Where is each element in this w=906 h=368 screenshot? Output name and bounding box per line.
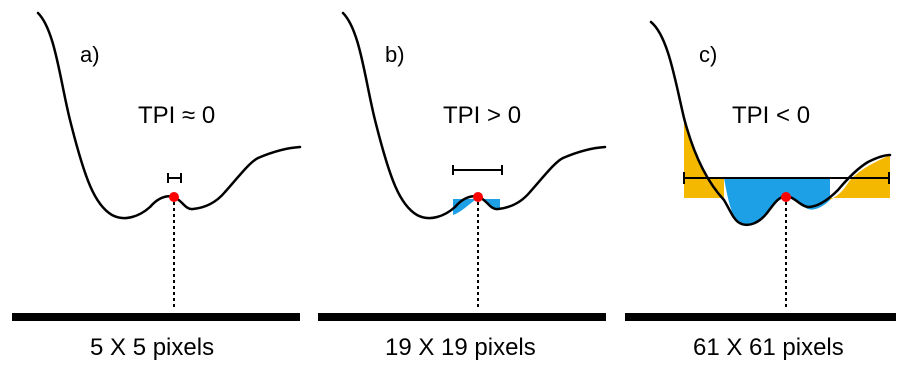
window-size-caption-c: 61 X 61 pixels: [693, 334, 844, 361]
window-size-caption-a: 5 X 5 pixels: [90, 334, 214, 361]
terrain-profile-c: [649, 20, 892, 227]
terrain-profile-a: [36, 11, 302, 220]
panel-label-b: b): [385, 42, 405, 67]
panel-b: b) TPI > 0 19 X 19 pixels: [318, 11, 607, 361]
center-point-c: [781, 192, 791, 202]
tpi-label-c: TPI < 0: [732, 102, 810, 129]
below-area-fill-b: [453, 198, 500, 215]
above-area-fill-c-left: [684, 116, 724, 198]
panel-label-c: c): [699, 42, 717, 67]
panel-c: c) TPI < 0 61 X 61 pixels: [625, 20, 896, 361]
tpi-label-a: TPI ≈ 0: [138, 102, 215, 129]
tpi-label-b: TPI > 0: [443, 102, 521, 129]
center-point-b: [473, 192, 483, 202]
panel-label-a: a): [80, 42, 100, 67]
base-bar-c: [625, 313, 896, 321]
window-size-caption-b: 19 X 19 pixels: [385, 334, 536, 361]
panel-a: a) TPI ≈ 0 5 X 5 pixels: [12, 11, 302, 361]
terrain-profile-b: [341, 11, 607, 220]
base-bar-a: [12, 313, 300, 321]
center-point-a: [169, 192, 179, 202]
base-bar-b: [318, 313, 606, 321]
